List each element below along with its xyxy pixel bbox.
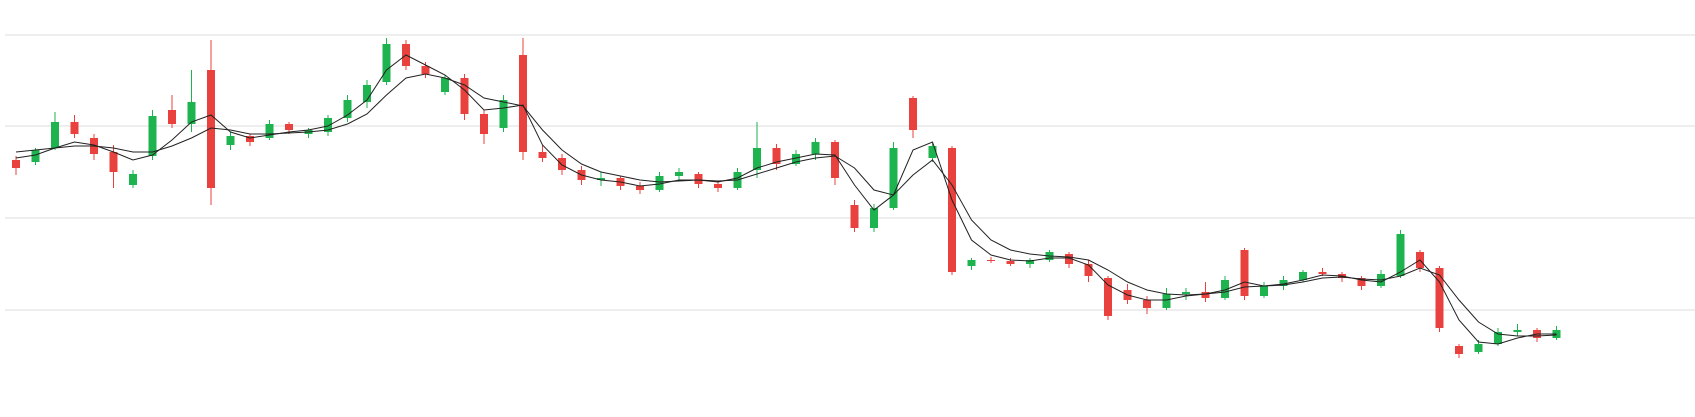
candle-body	[285, 124, 293, 130]
candle-body	[207, 70, 215, 188]
candle-body	[538, 152, 547, 158]
candle-body	[928, 146, 937, 158]
candle-body	[1084, 264, 1093, 276]
candle-body	[499, 100, 508, 128]
candle-body	[1455, 346, 1463, 354]
candle-body	[246, 136, 254, 142]
candle-body	[1513, 330, 1522, 332]
candle-body	[382, 44, 391, 82]
candle-body	[948, 148, 956, 272]
candle-body	[1279, 280, 1288, 286]
candle-body	[1494, 332, 1502, 344]
candle-body	[168, 110, 176, 124]
candle-body	[1104, 278, 1112, 316]
candle-body	[987, 260, 995, 261]
candle-body	[1065, 254, 1073, 264]
candle-body	[870, 208, 878, 228]
candle-body	[421, 66, 430, 74]
candle-body	[109, 152, 118, 172]
candle-body	[1240, 250, 1249, 296]
candle-body	[792, 154, 800, 164]
candle-body	[148, 116, 157, 156]
candle-body	[226, 136, 235, 145]
candle-body	[753, 148, 761, 170]
candle-body	[265, 124, 274, 138]
candle-body	[519, 55, 527, 152]
candle-body	[1026, 260, 1034, 264]
candle-body	[909, 98, 917, 130]
candle-body	[12, 160, 20, 168]
candle-body	[714, 184, 722, 188]
candle-body	[441, 78, 449, 92]
candle-body	[343, 100, 352, 118]
candle-body	[967, 260, 976, 266]
candle-body	[1143, 300, 1151, 308]
candle-body	[129, 174, 137, 185]
candle-body	[187, 102, 196, 124]
candle-body	[363, 85, 371, 102]
candle-body	[1357, 278, 1366, 286]
candle-body	[480, 114, 488, 134]
candle-body	[1396, 234, 1405, 276]
candle-body	[70, 122, 79, 134]
moving-average-line	[15, 73, 1557, 337]
candle-body	[811, 142, 820, 154]
candle-body	[1162, 294, 1171, 308]
candle-body	[1299, 272, 1307, 280]
candle-body	[1221, 280, 1229, 298]
candle-body	[597, 178, 605, 180]
candle-body	[636, 186, 644, 190]
candle-body	[1474, 344, 1483, 352]
candle-body	[889, 148, 898, 208]
candle-body	[772, 148, 781, 164]
candle-body	[51, 122, 59, 148]
candle-body	[324, 118, 332, 132]
candle-body	[1318, 272, 1327, 274]
candle-body	[1006, 261, 1015, 264]
candle-body	[1435, 268, 1444, 328]
candle-body	[1201, 292, 1210, 298]
candle-body	[558, 158, 566, 170]
candle-body	[1260, 286, 1268, 296]
candle-body	[694, 174, 703, 184]
candle-body	[460, 78, 469, 114]
candle-body	[655, 176, 664, 190]
candle-body	[831, 142, 839, 178]
candle-body	[31, 150, 40, 162]
moving-average-line	[15, 54, 1557, 345]
candle-body	[1182, 292, 1190, 294]
candle-body	[850, 205, 859, 228]
candle-body	[675, 172, 683, 176]
